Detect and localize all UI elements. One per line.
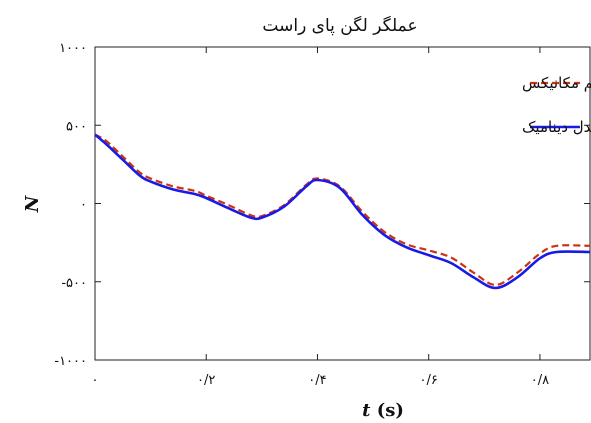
- x-tick-label: ۰/۴: [308, 373, 326, 388]
- y-tick-label: -۵۰۰: [61, 276, 87, 291]
- legend-label-1: سیم مکانیکس: [522, 74, 591, 92]
- series-line-1: [94, 133, 591, 286]
- series-line-2: [94, 133, 591, 290]
- plot-frame: [94, 46, 591, 361]
- x-tick-label: ۰/۶: [420, 373, 438, 388]
- x-tick-label: ۰/۸: [531, 373, 549, 388]
- legend: سیم مکانیکس مدل دینامیک: [522, 74, 591, 136]
- chart-title: عملگر لگن پای راست: [262, 15, 417, 36]
- y-tick-label: -۱۰۰۰: [54, 354, 87, 369]
- series-layer: [94, 133, 591, 290]
- x-axis-label: t (s): [362, 400, 404, 421]
- x-tick-label: ۰: [92, 373, 99, 388]
- x-tick-label: ۰/۲: [197, 373, 215, 388]
- x-axis: ۰ ۰/۲ ۰/۴ ۰/۶ ۰/۸: [92, 47, 549, 388]
- legend-label-2: مدل دینامیک: [522, 118, 591, 136]
- y-axis-label: N: [22, 194, 43, 213]
- y-tick-label: ۰: [80, 198, 87, 213]
- y-tick-label: ۱۰۰۰: [59, 41, 87, 56]
- y-tick-label: ۵۰۰: [66, 119, 87, 134]
- y-axis: ۱۰۰۰ ۵۰۰ ۰ -۵۰۰ -۱۰۰۰: [54, 41, 590, 369]
